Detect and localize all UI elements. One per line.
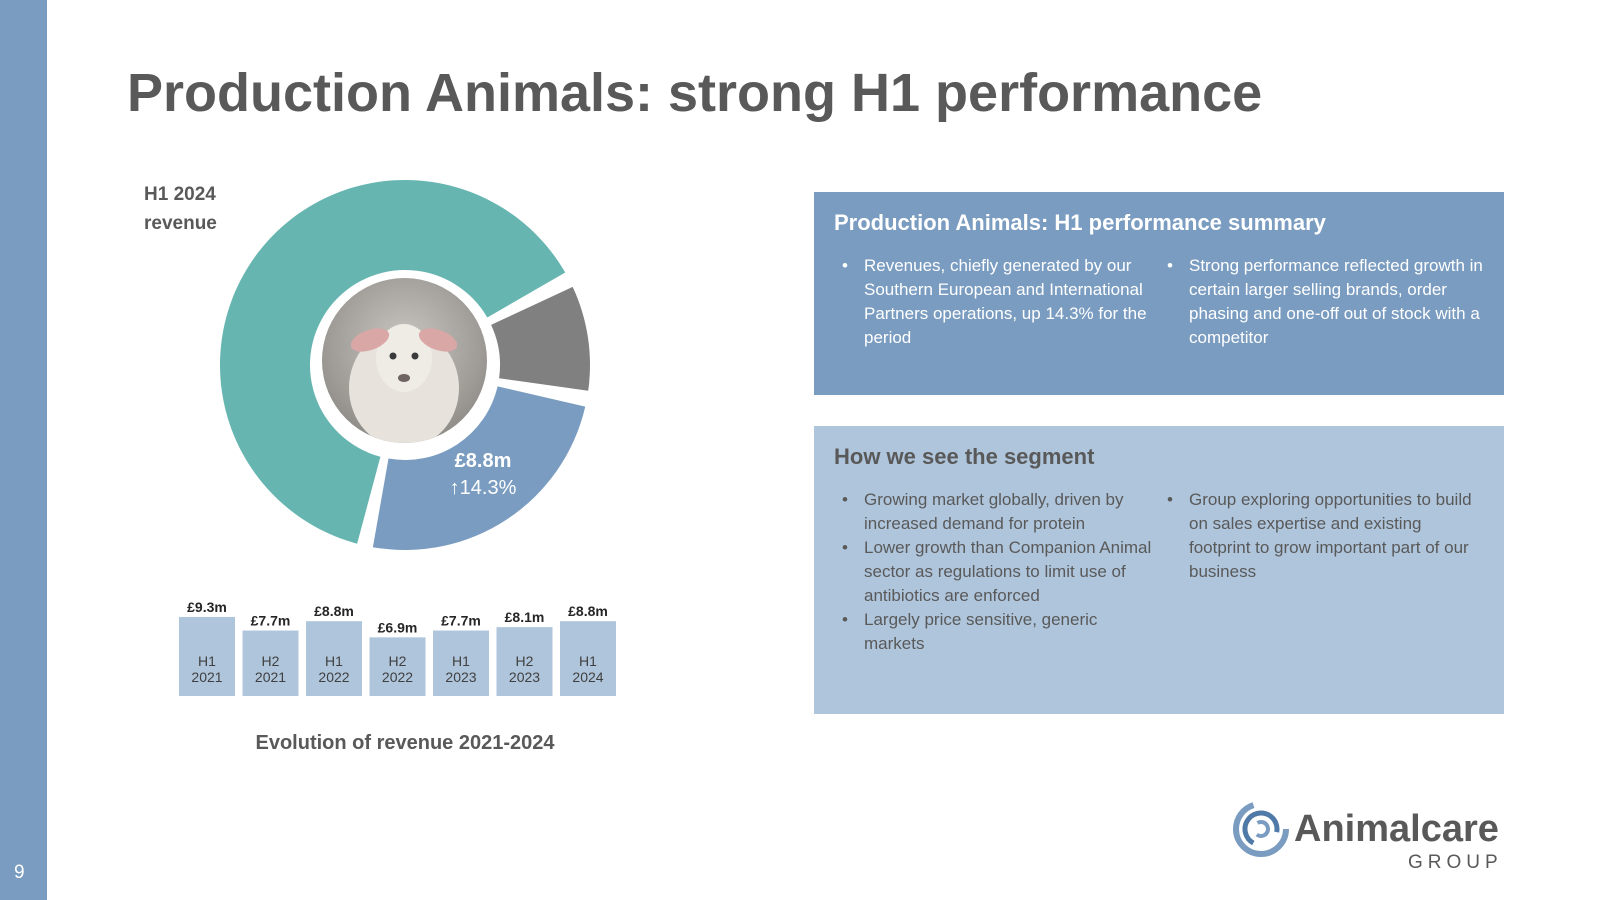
bar-value-label: £8.1m [505, 609, 545, 625]
bar-value-label: £7.7m [441, 613, 481, 629]
summary-bullet: Revenues, chiefly generated by our South… [842, 254, 1159, 350]
bar-category-label: H2 [516, 653, 534, 669]
bar [369, 637, 426, 696]
bar-category-label: H1 [198, 653, 216, 669]
revenue-donut-chart [220, 180, 590, 550]
performance-summary-box: Production Animals: H1 performance summa… [814, 192, 1504, 395]
bar-value-label: £9.3m [187, 600, 227, 615]
segment-left-column: Growing market globally, driven by incre… [834, 488, 1159, 656]
slide-title: Production Animals: strong H1 performanc… [127, 63, 1263, 123]
summary-right-column: Strong performance reflected growth in c… [1159, 254, 1484, 350]
donut-segments [220, 180, 590, 550]
sheep-icon [349, 324, 459, 443]
bar-value-label: £6.9m [378, 619, 418, 635]
bar-category-label: H2 [262, 653, 280, 669]
summary-bullet: Strong performance reflected growth in c… [1167, 254, 1484, 350]
segment-heading: How we see the segment [834, 444, 1095, 469]
bar-category-label: 2022 [382, 669, 413, 685]
bar-chart-title: Evolution of revenue 2021-2024 [255, 732, 555, 754]
segment-view-box: How we see the segment Growing market gl… [814, 426, 1504, 714]
page-number: 9 [14, 862, 25, 883]
logo-wordmark: Animalcare [1294, 808, 1499, 850]
donut-value-amount: £8.8m [454, 450, 512, 472]
bar [496, 627, 553, 696]
donut-segment-main [220, 180, 566, 544]
segment-right-column: Group exploring opportunities to build o… [1159, 488, 1484, 656]
bar-category-label: H2 [389, 653, 407, 669]
swirl-logo-icon [1233, 801, 1289, 857]
revenue-bar-chart: £9.3mH12021£7.7mH22021£8.8mH12022£6.9mH2… [179, 600, 616, 696]
summary-heading: Production Animals: H1 performance summa… [834, 210, 1326, 235]
bar [179, 616, 235, 696]
donut-segment-production [372, 386, 586, 550]
bar [242, 630, 299, 696]
donut-label: H1 2024 revenue [144, 180, 234, 238]
bar-category-label: 2021 [191, 669, 222, 685]
bar-category-label: 2023 [509, 669, 540, 685]
bar-category-label: H1 [452, 653, 470, 669]
bar-value-label: £8.8m [314, 603, 354, 619]
sidebar-accent [0, 0, 47, 900]
bar-value-label: £7.7m [251, 613, 291, 629]
segment-bullet: Group exploring opportunities to build o… [1167, 488, 1484, 584]
segment-bullet: Growing market globally, driven by incre… [842, 488, 1159, 536]
bar [433, 630, 489, 696]
bar-category-label: 2022 [318, 669, 349, 685]
bar [560, 621, 616, 696]
donut-segment-other [491, 286, 590, 391]
bar-value-label: £8.8m [568, 603, 608, 619]
bar-category-label: 2021 [255, 669, 286, 685]
segment-bullet: Largely price sensitive, generic markets [842, 608, 1159, 656]
bar-category-label: H1 [325, 653, 343, 669]
sheep-photo [322, 278, 487, 443]
bar-category-label: 2023 [445, 669, 476, 685]
donut-value-change: ↑14.3% [449, 477, 517, 499]
summary-left-column: Revenues, chiefly generated by our South… [834, 254, 1159, 350]
segment-bullet: Lower growth than Companion Animal secto… [842, 536, 1159, 608]
donut-label-text: H1 2024 revenue [144, 184, 217, 234]
bar [306, 621, 362, 696]
donut-value: £8.8m ↑14.3% [428, 448, 538, 502]
bar-category-label: 2024 [572, 669, 603, 685]
logo-subtitle: GROUP [1408, 852, 1503, 873]
bar-category-label: H1 [579, 653, 597, 669]
